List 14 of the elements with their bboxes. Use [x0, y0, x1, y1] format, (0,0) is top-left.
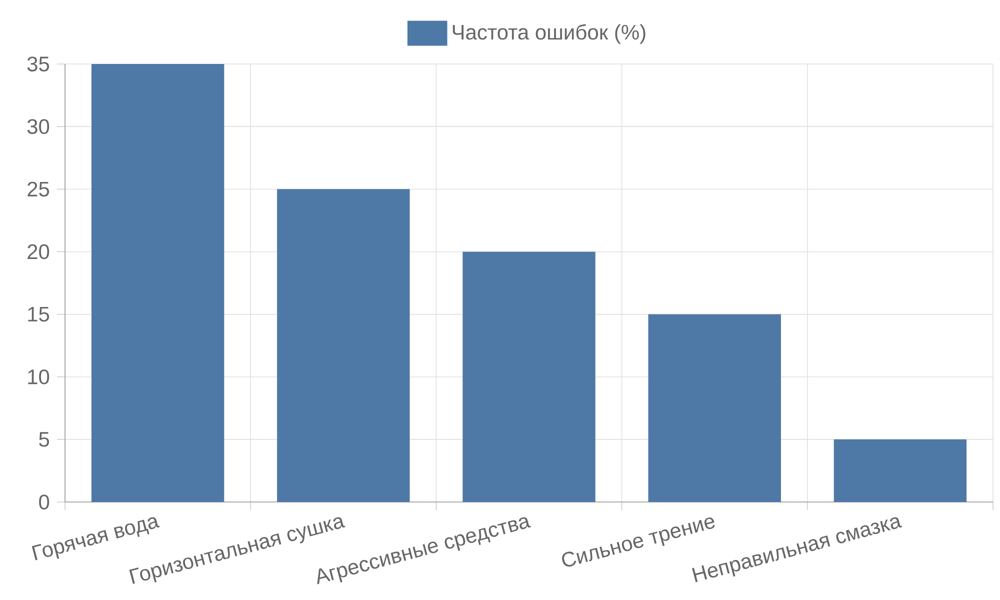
y-tick-label: 20 — [28, 244, 50, 260]
bar — [277, 189, 410, 502]
y-tick-label: 0 — [39, 494, 50, 510]
y-tick-label: 5 — [39, 432, 50, 447]
bar — [91, 64, 224, 502]
y-tick-label: 30 — [27, 119, 50, 134]
bar — [834, 439, 967, 502]
legend-label: Частота ошибок (%) — [452, 24, 646, 44]
y-tick-label: 10 — [28, 369, 50, 384]
bar — [462, 252, 596, 502]
bar — [648, 314, 781, 502]
y-tick-label: 25 — [28, 182, 50, 197]
y-tick-label: 15 — [28, 306, 50, 322]
y-tick-label: 35 — [27, 56, 50, 72]
